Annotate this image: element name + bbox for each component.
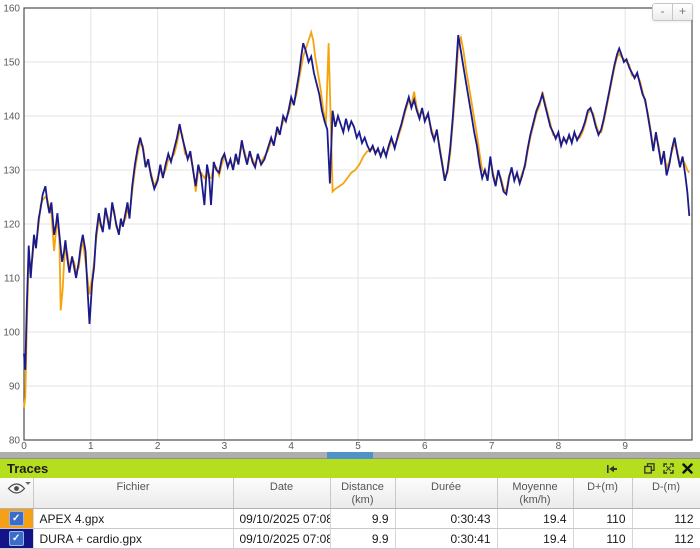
y-tick-label: 140: [3, 112, 20, 123]
trace-color-cell: ✓: [0, 508, 34, 529]
table-header-row: Fichier Date Distance (km) Durée Moyenne (km/h…: [0, 478, 700, 509]
cell-fichier: APEX 4.gpx: [33, 508, 234, 529]
cell-duree: 0:30:43: [395, 508, 498, 529]
y-tick-label: 100: [3, 328, 20, 339]
cell-moyenne: 19.4: [497, 528, 574, 549]
visibility-checkbox[interactable]: ✓: [8, 511, 24, 527]
column-header-visibility[interactable]: [0, 478, 34, 509]
table-row[interactable]: ✓ APEX 4.gpx 09/10/2025 07:08 9.9 0:30:43 19.…: [0, 508, 700, 529]
zoom-controls: - +: [652, 3, 693, 21]
chart-panel: 0 1 2 3 4 5 6 7 8 9 80 90 100 110 120 130 140 150 160 - +: [0, 0, 700, 452]
column-header-distance[interactable]: Distance (km): [330, 478, 396, 509]
column-label: Date: [269, 481, 294, 493]
x-tick-label: 0: [21, 441, 27, 452]
x-tick-label: 8: [556, 441, 562, 452]
traces-panel-header: Traces: [0, 459, 700, 478]
x-tick-label: 7: [489, 441, 495, 452]
column-unit: (km/h): [519, 494, 551, 506]
y-tick-label: 150: [3, 58, 20, 69]
cell-duree: 0:30:41: [395, 528, 498, 549]
zoom-out-button[interactable]: -: [653, 4, 672, 20]
cell-dplus: 110: [573, 528, 633, 549]
column-header-moyenne[interactable]: Moyenne (km/h): [497, 478, 574, 509]
x-tick-label: 2: [155, 441, 161, 452]
eye-icon: [7, 483, 26, 494]
x-tick-label: 1: [88, 441, 94, 452]
column-header-d-m-[interactable]: D-(m): [632, 478, 700, 509]
cell-fichier: DURA + cardio.gpx: [33, 528, 234, 549]
cell-distance: 9.9: [330, 508, 396, 529]
column-label: Fichier: [116, 481, 150, 493]
collapse-left-icon[interactable]: [606, 464, 618, 474]
traces-panel-title: Traces: [7, 461, 49, 476]
traces-table: Fichier Date Distance (km) Durée Moyenne (km/h…: [0, 478, 700, 549]
column-label: Moyenne: [512, 481, 558, 493]
y-tick-label: 80: [9, 436, 21, 447]
column-label: Durée: [431, 481, 461, 493]
chart-horizontal-scrollbar[interactable]: [0, 452, 700, 459]
y-tick-label: 120: [3, 220, 20, 231]
series-line-dura-cardio-gpx: [23, 34, 691, 370]
close-icon[interactable]: [682, 463, 693, 474]
hr-vs-distance-chart[interactable]: 0 1 2 3 4 5 6 7 8 9 80 90 100 110 120 130 140 150 160: [0, 0, 700, 452]
column-header-date[interactable]: Date: [233, 478, 331, 509]
column-header-d-m-[interactable]: D+(m): [573, 478, 633, 509]
column-label: D+(m): [587, 481, 618, 493]
x-tick-label: 3: [222, 441, 228, 452]
maximize-icon[interactable]: [663, 463, 674, 474]
x-tick-label: 5: [355, 441, 361, 452]
x-tick-label: 6: [422, 441, 428, 452]
column-header-dur-e[interactable]: Durée: [395, 478, 498, 509]
cell-dminus: 112: [632, 508, 700, 529]
cell-date: 09/10/2025 07:08: [233, 528, 331, 549]
y-tick-label: 130: [3, 166, 20, 177]
y-tick-label: 160: [3, 4, 20, 15]
column-label: Distance: [341, 481, 384, 493]
x-tick-label: 9: [622, 441, 628, 452]
column-unit: (km): [351, 494, 374, 506]
plot-border: [23, 7, 693, 441]
cell-dminus: 112: [632, 528, 700, 549]
y-tick-label: 90: [9, 382, 21, 393]
trace-color-cell: ✓: [0, 528, 34, 549]
column-label: D-(m): [651, 481, 681, 493]
table-row[interactable]: ✓ DURA + cardio.gpx 09/10/2025 07:08 9.9 0:3…: [0, 528, 700, 549]
zoom-in-button[interactable]: +: [672, 4, 692, 20]
y-tick-label: 110: [4, 274, 20, 285]
cell-date: 09/10/2025 07:08: [233, 508, 331, 529]
scrollbar-thumb[interactable]: [327, 452, 373, 459]
restore-window-icon[interactable]: [644, 463, 655, 474]
cell-dplus: 110: [573, 508, 633, 529]
visibility-checkbox[interactable]: ✓: [8, 531, 24, 547]
cell-moyenne: 19.4: [497, 508, 574, 529]
column-header-fichier[interactable]: Fichier: [33, 478, 234, 509]
x-tick-label: 4: [288, 441, 294, 452]
cell-distance: 9.9: [330, 528, 396, 549]
traces-toolbar: [598, 463, 693, 474]
